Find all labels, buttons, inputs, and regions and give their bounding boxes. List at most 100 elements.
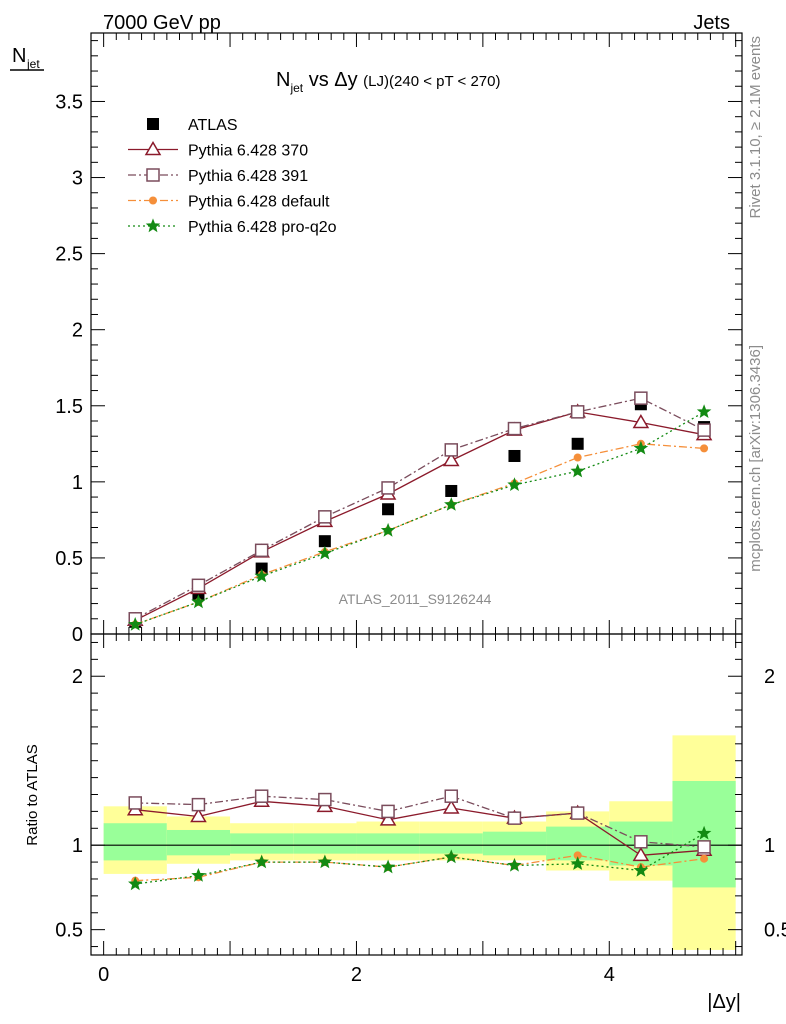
data-point	[128, 796, 142, 810]
band-green	[166, 829, 231, 856]
rivet-label: Rivet 3.1.10, ≥ 2.1M events	[747, 36, 764, 219]
svg-text:jet: jet	[26, 57, 40, 71]
data-point	[128, 876, 143, 891]
legend-marker	[144, 141, 162, 156]
y-tick-label: 2	[72, 666, 83, 688]
data-point	[191, 594, 206, 609]
data-point	[381, 481, 395, 495]
data-point	[444, 443, 459, 457]
series-line	[135, 795, 705, 848]
plot-frame	[90, 633, 743, 956]
header-left: 7000 GeV pp	[103, 12, 221, 34]
y-tick-label: 0	[72, 624, 83, 646]
data-point	[571, 437, 584, 450]
data-point	[634, 835, 648, 849]
data-point	[507, 811, 522, 825]
data-point	[254, 789, 269, 803]
data-point	[128, 617, 143, 631]
data-point	[696, 404, 712, 418]
y-tick-label: 0.5	[55, 920, 83, 942]
data-point	[318, 792, 332, 807]
data-point	[191, 868, 206, 882]
data-point	[573, 851, 582, 860]
data-point	[318, 535, 331, 548]
data-point	[632, 846, 650, 862]
band-green	[356, 833, 420, 854]
data-point	[573, 453, 582, 462]
y-tick-label: 0.5	[55, 548, 83, 570]
legend-marker	[149, 196, 157, 205]
data-point	[444, 849, 459, 864]
data-point	[632, 414, 650, 429]
band-green	[230, 833, 294, 854]
main-title: Njet vs Δy (LJ)(240 < pT < 270)	[276, 69, 500, 95]
band-green	[482, 831, 547, 856]
data-point	[507, 857, 522, 872]
data-point	[633, 862, 649, 877]
data-point	[380, 859, 396, 874]
y-tick-label: 2.5	[55, 244, 83, 266]
series-line	[135, 800, 705, 856]
legend-label: Pythia 6.428 pro-q2o	[188, 219, 337, 236]
data-point	[381, 804, 395, 819]
data-point	[191, 578, 206, 593]
y-tick-label-right: 1	[764, 835, 775, 857]
y-tick-label: 1	[72, 835, 83, 857]
data-point	[444, 497, 459, 511]
y-tick-label-right: 2	[764, 666, 775, 688]
legend-label: Pythia 6.428 default	[188, 194, 330, 211]
data-point	[190, 807, 207, 823]
series-line	[134, 397, 705, 620]
data-point	[379, 811, 397, 826]
data-point	[254, 543, 269, 558]
x-axis-label: |Δy|	[707, 991, 741, 1013]
y-tick-label-right: 0.5	[764, 920, 786, 942]
data-point	[445, 484, 458, 497]
band-green	[293, 833, 357, 854]
svg-text:N: N	[12, 45, 26, 67]
y-tick-label: 3	[72, 168, 83, 190]
y-tick-label: 2	[72, 320, 83, 342]
y-tick-label: 1.5	[55, 396, 83, 418]
legend-label: Pythia 6.428 391	[188, 168, 308, 185]
mcplots-label: mcplots.cern.ch [arXiv:1306.3436]	[747, 345, 764, 572]
series-line	[134, 411, 705, 626]
series-line	[134, 443, 705, 626]
data-point	[570, 806, 585, 820]
data-point	[380, 522, 396, 537]
data-point	[507, 421, 522, 436]
data-point	[570, 856, 585, 870]
data-point	[508, 449, 521, 462]
data-point	[634, 391, 648, 405]
ratio-y-label: Ratio to ATLAS	[24, 744, 41, 845]
band-green	[419, 833, 483, 854]
data-point	[570, 463, 585, 478]
header-right: Jets	[693, 12, 730, 34]
data-point	[191, 797, 206, 812]
legend-label: Pythia 6.428 370	[188, 143, 308, 160]
data-point	[255, 562, 268, 575]
data-point	[254, 568, 269, 583]
data-point	[317, 854, 333, 869]
data-point	[442, 799, 460, 814]
band-green	[103, 823, 167, 861]
data-point	[444, 789, 459, 803]
data-point	[697, 840, 711, 854]
legend: ATLAS Pythia 6.428 370 Pythia 6.428 391 Pyt…	[128, 117, 337, 236]
data-point	[696, 825, 712, 840]
main-panel: 0 0.5 1 1.5 2 2.5 3 3.5	[55, 32, 743, 646]
legend-marker	[147, 118, 159, 130]
data-point	[317, 545, 333, 560]
main-y-label: N jet	[10, 45, 44, 71]
analysis-watermark: ATLAS_2011_S9126244	[339, 591, 492, 607]
series-line	[135, 832, 705, 885]
x-tick-label: 0	[98, 964, 109, 986]
data-point	[507, 477, 522, 491]
y-tick-label: 1	[72, 472, 83, 494]
data-point	[700, 854, 709, 863]
data-point	[254, 854, 269, 869]
data-point	[697, 423, 711, 437]
data-point	[442, 452, 460, 467]
legend-label: ATLAS	[188, 117, 238, 134]
data-point	[633, 440, 649, 455]
